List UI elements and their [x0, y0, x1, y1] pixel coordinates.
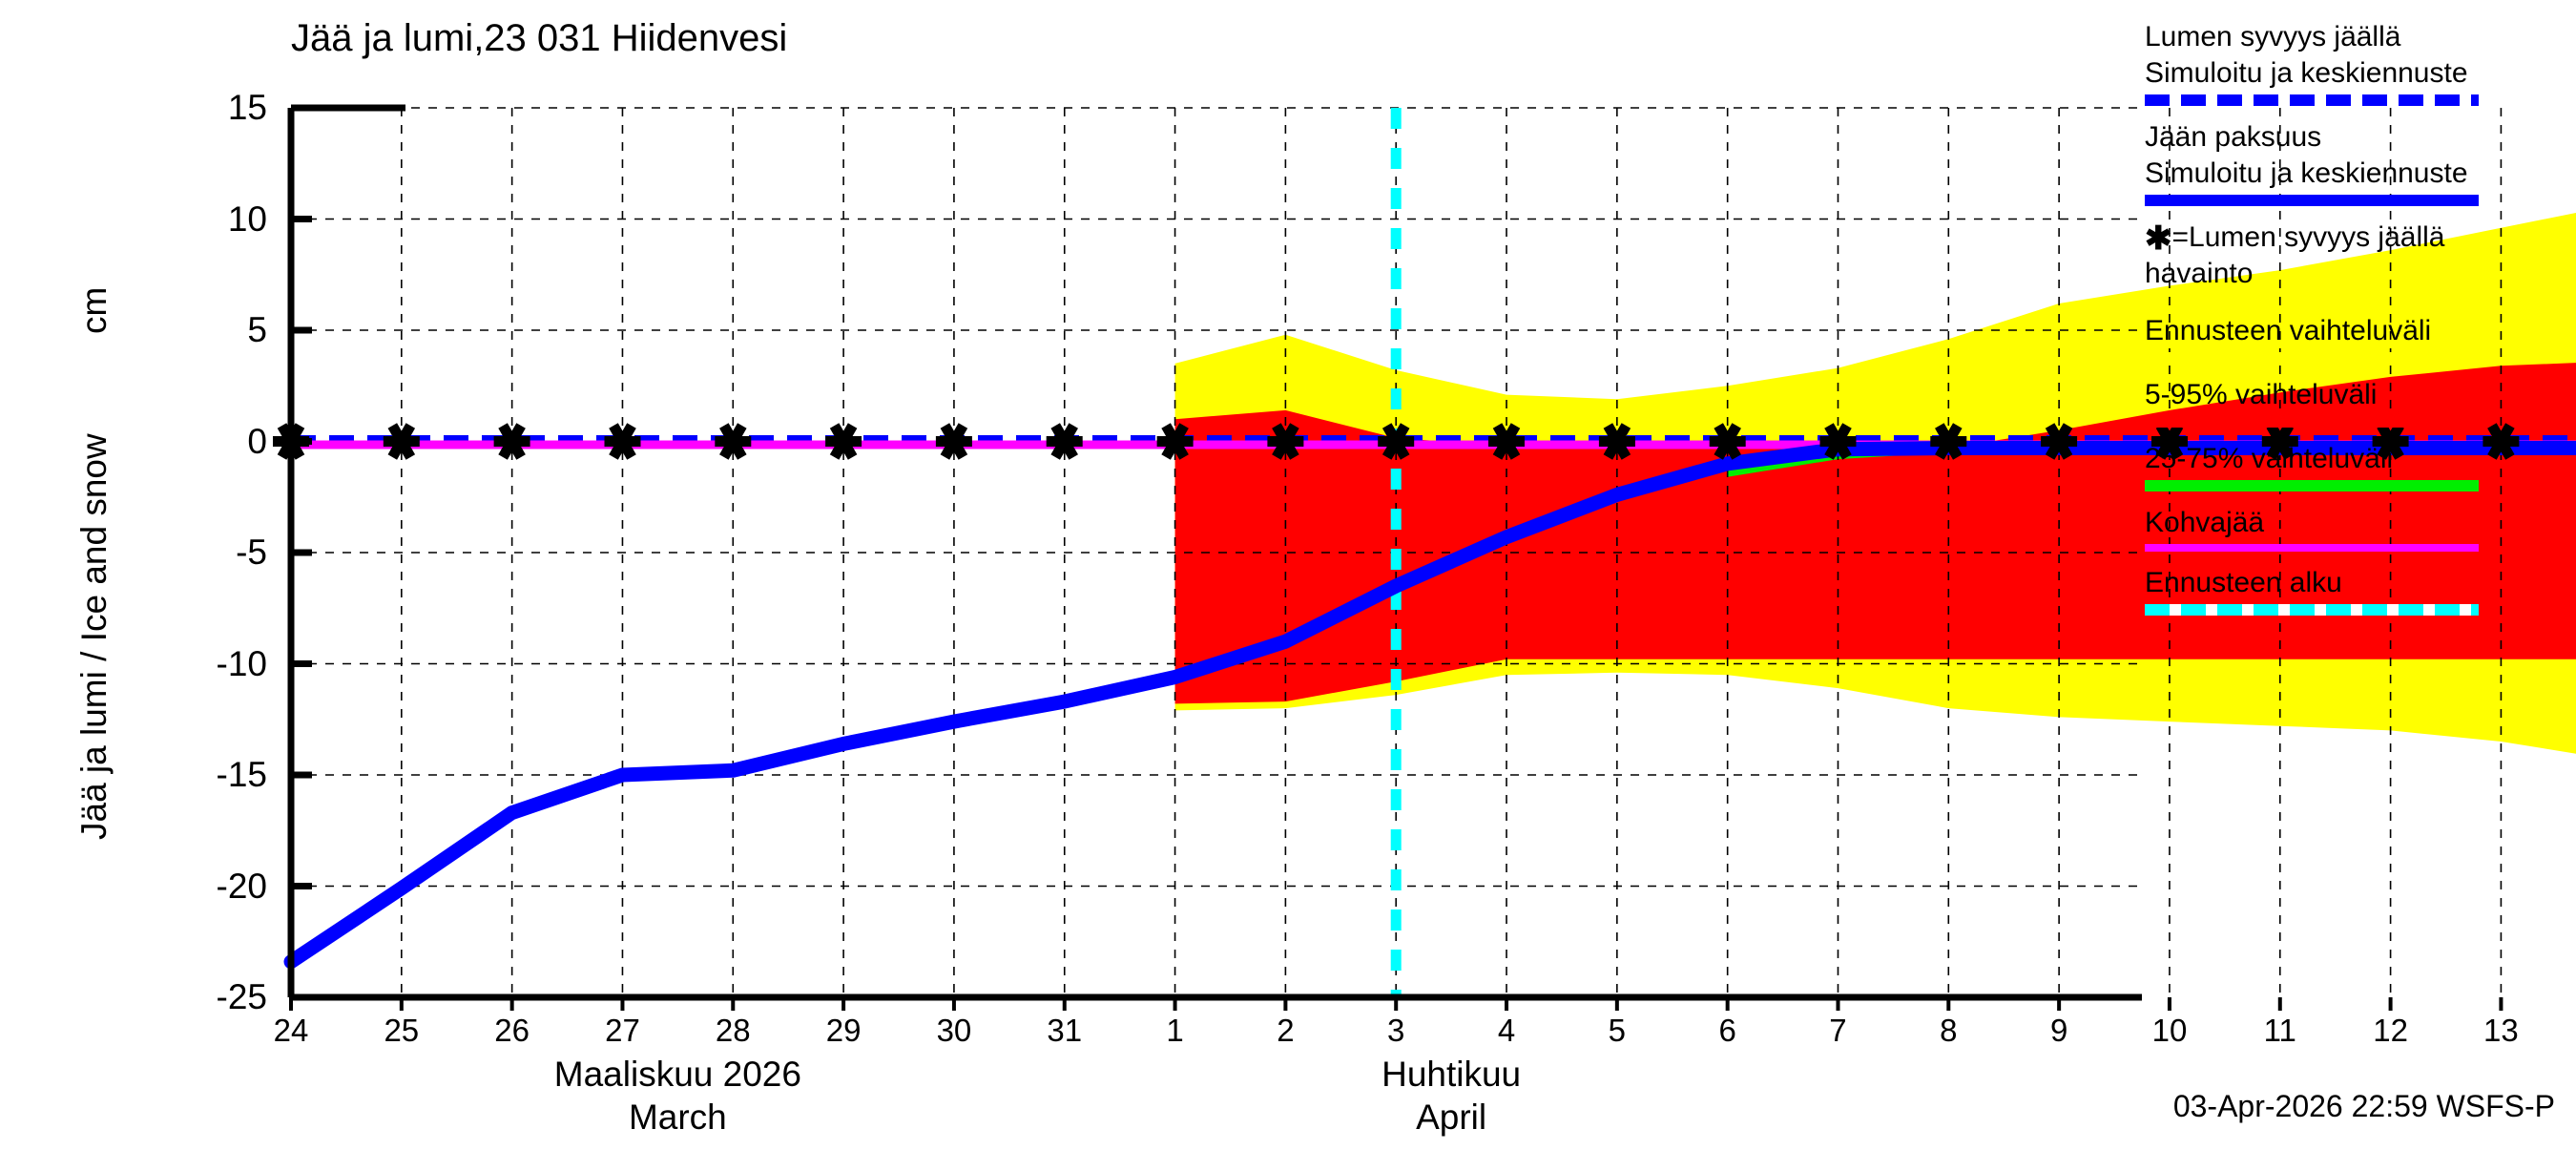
legend-item-ice-thickness-mean-forecast[interactable]: Jään paksuus Simuloitu ja keskiennuste	[2145, 119, 2576, 206]
x-tick-label-6: 6	[1718, 1013, 1736, 1048]
legend-label-ice-thickness-mean-forecast-0: Jään paksuus	[2145, 121, 2322, 153]
x-tick-label-1: 1	[1166, 1013, 1184, 1048]
observation-marker	[2372, 423, 2409, 460]
observation-marker	[1930, 423, 1967, 460]
observation-marker	[1709, 423, 1746, 460]
observation-marker	[1819, 423, 1857, 460]
legend-label-forecast-range-0: Ennusteen vaihteluväli	[2145, 315, 2432, 346]
legend-item-forecast-start[interactable]: Ennusteen alku	[2145, 565, 2576, 616]
month-label-en-1: April	[1416, 1098, 1487, 1137]
legend-label-snow-depth-observation-1: havainto	[2145, 258, 2254, 289]
x-tick-label-2: 2	[1277, 1013, 1295, 1048]
x-tick-label-5: 5	[1608, 1013, 1627, 1048]
legend-spacer-snow-depth-observation	[2145, 292, 2576, 309]
x-tick-label-4: 4	[1497, 1013, 1516, 1048]
x-tick-label-10: 10	[2151, 1013, 2188, 1048]
observation-marker	[2041, 423, 2078, 460]
x-tick-label-28: 28	[715, 1013, 751, 1048]
legend-label-range-25-75-0: 25-75% vaihteluväli	[2145, 443, 2394, 474]
x-tick-label-3: 3	[1387, 1013, 1405, 1048]
page-title: Jää ja lumi,23 031 Hiidenvesi	[291, 17, 788, 59]
legend-item-snow-depth-mean-forecast[interactable]: Lumen syvyys jäällä Simuloitu ja keskienn…	[2145, 19, 2576, 106]
observation-marker	[1267, 423, 1304, 460]
legend-item-forecast-range[interactable]: Ennusteen vaihteluväli	[2145, 313, 2576, 364]
x-tick-label-29: 29	[825, 1013, 862, 1048]
legend-swatch-ice-thickness-mean-forecast	[2145, 195, 2479, 206]
observation-marker	[383, 423, 420, 460]
legend: Lumen syvyys jäällä Simuloitu ja keskienn…	[2145, 19, 2576, 629]
legend-label-snow-depth-observation-0: ✱=Lumen syvyys jäällä	[2145, 220, 2445, 258]
x-tick-label-26: 26	[494, 1013, 530, 1048]
x-tick-label-13: 13	[2483, 1013, 2519, 1048]
y-tick-label--5: -5	[236, 533, 267, 572]
y-tick-label--15: -15	[216, 755, 267, 794]
legend-label-slush-ice-0: Kohvajää	[2145, 507, 2265, 538]
x-tick-label-7: 7	[1829, 1013, 1847, 1048]
legend-label-forecast-start-0: Ennusteen alku	[2145, 567, 2342, 598]
observation-marker	[1046, 423, 1083, 460]
legend-swatch-range-25-75	[2145, 480, 2479, 491]
y-tick-label-10: 10	[227, 199, 267, 239]
observation-marker	[1378, 423, 1415, 460]
legend-swatch-range-5-95	[2145, 416, 2479, 428]
legend-label-ice-thickness-mean-forecast-1: Simuloitu ja keskiennuste	[2145, 157, 2468, 189]
x-tick-label-24: 24	[273, 1013, 309, 1048]
legend-item-range-25-75[interactable]: 25-75% vaihteluväli	[2145, 441, 2576, 491]
observation-marker	[604, 423, 641, 460]
y-tick-label-0: 0	[247, 421, 267, 461]
x-tick-label-11: 11	[2263, 1013, 2296, 1048]
x-tick-label-9: 9	[2049, 1013, 2068, 1048]
legend-item-range-5-95[interactable]: 5-95% vaihteluväli	[2145, 377, 2576, 428]
y-tick-label--20: -20	[216, 866, 267, 906]
observation-marker	[2261, 423, 2298, 460]
y-tick-label--25: -25	[216, 977, 267, 1016]
legend-label-snow-depth-mean-forecast-1: Simuloitu ja keskiennuste	[2145, 57, 2468, 89]
observation-marker	[1598, 423, 1635, 460]
x-tick-label-27: 27	[605, 1013, 640, 1048]
legend-swatch-forecast-start	[2145, 604, 2479, 616]
observation-marker	[1156, 423, 1194, 460]
legend-label-range-5-95-0: 5-95% vaihteluväli	[2145, 379, 2378, 410]
observation-marker	[1488, 423, 1525, 460]
x-tick-label-25: 25	[384, 1013, 420, 1048]
observation-marker	[2151, 423, 2188, 460]
legend-swatch-forecast-range	[2145, 352, 2479, 364]
y-tick-label-15: 15	[227, 88, 267, 127]
footer-timestamp: 03-Apr-2026 22:59 WSFS-P	[2172, 1089, 2555, 1123]
x-tick-label-12: 12	[2373, 1013, 2408, 1048]
x-tick-label-8: 8	[1940, 1013, 1958, 1048]
observation-marker	[825, 423, 862, 460]
observation-marker	[935, 423, 972, 460]
legend-item-snow-depth-observation[interactable]: ✱=Lumen syvyys jäällä havainto	[2145, 220, 2576, 309]
y-tick-label-5: 5	[247, 310, 267, 349]
observation-marker	[715, 423, 752, 460]
asterisk-icon: ✱	[2145, 220, 2172, 258]
legend-label-snow-depth-mean-forecast-0: Lumen syvyys jäällä	[2145, 21, 2401, 52]
legend-item-slush-ice[interactable]: Kohvajää	[2145, 505, 2576, 552]
observation-marker	[493, 423, 530, 460]
legend-swatch-slush-ice	[2145, 544, 2479, 552]
x-tick-label-30: 30	[936, 1013, 972, 1048]
observation-marker	[2483, 423, 2520, 460]
x-tick-label-31: 31	[1047, 1013, 1083, 1048]
month-label-en-0: March	[628, 1098, 727, 1137]
y-tick-label--10: -10	[216, 643, 267, 683]
month-label-fi-0: Maaliskuu 2026	[553, 1055, 801, 1094]
month-label-fi-1: Huhtikuu	[1381, 1055, 1522, 1094]
legend-swatch-snow-depth-mean-forecast	[2145, 94, 2479, 106]
